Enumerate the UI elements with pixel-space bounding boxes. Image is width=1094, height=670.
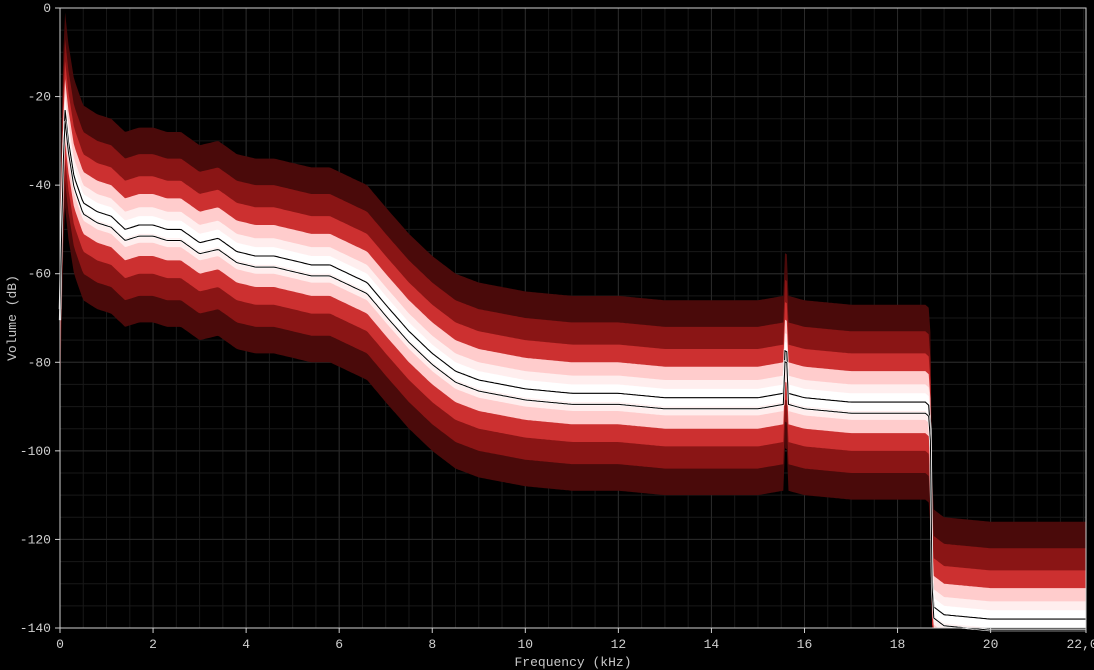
y-tick-label: -60 [28, 267, 51, 282]
x-tick-label: 16 [797, 637, 813, 652]
x-tick-label: 14 [704, 637, 720, 652]
x-tick-label: 0 [56, 637, 64, 652]
y-tick-label: -80 [28, 355, 51, 370]
y-tick-label: -40 [28, 178, 51, 193]
spectrum-chart: mansonlive.com0246810121416182022,050-20… [0, 0, 1094, 670]
y-tick-label: -120 [20, 532, 51, 547]
x-tick-label: 8 [428, 637, 436, 652]
x-tick-label: 20 [983, 637, 999, 652]
x-axis-label: Frequency (kHz) [514, 655, 631, 670]
y-tick-label: -20 [28, 90, 51, 105]
x-tick-label: 10 [518, 637, 534, 652]
x-tick-label: 18 [890, 637, 906, 652]
x-tick-label: 22,05 [1066, 637, 1094, 652]
chart-svg: mansonlive.com0246810121416182022,050-20… [0, 0, 1094, 670]
y-tick-label: 0 [43, 1, 51, 16]
x-tick-label: 4 [242, 637, 250, 652]
x-tick-label: 6 [335, 637, 343, 652]
x-tick-label: 2 [149, 637, 157, 652]
y-axis-label: Volume (dB) [5, 275, 20, 361]
y-tick-label: -140 [20, 621, 51, 636]
x-tick-label: 12 [611, 637, 627, 652]
y-tick-label: -100 [20, 444, 51, 459]
